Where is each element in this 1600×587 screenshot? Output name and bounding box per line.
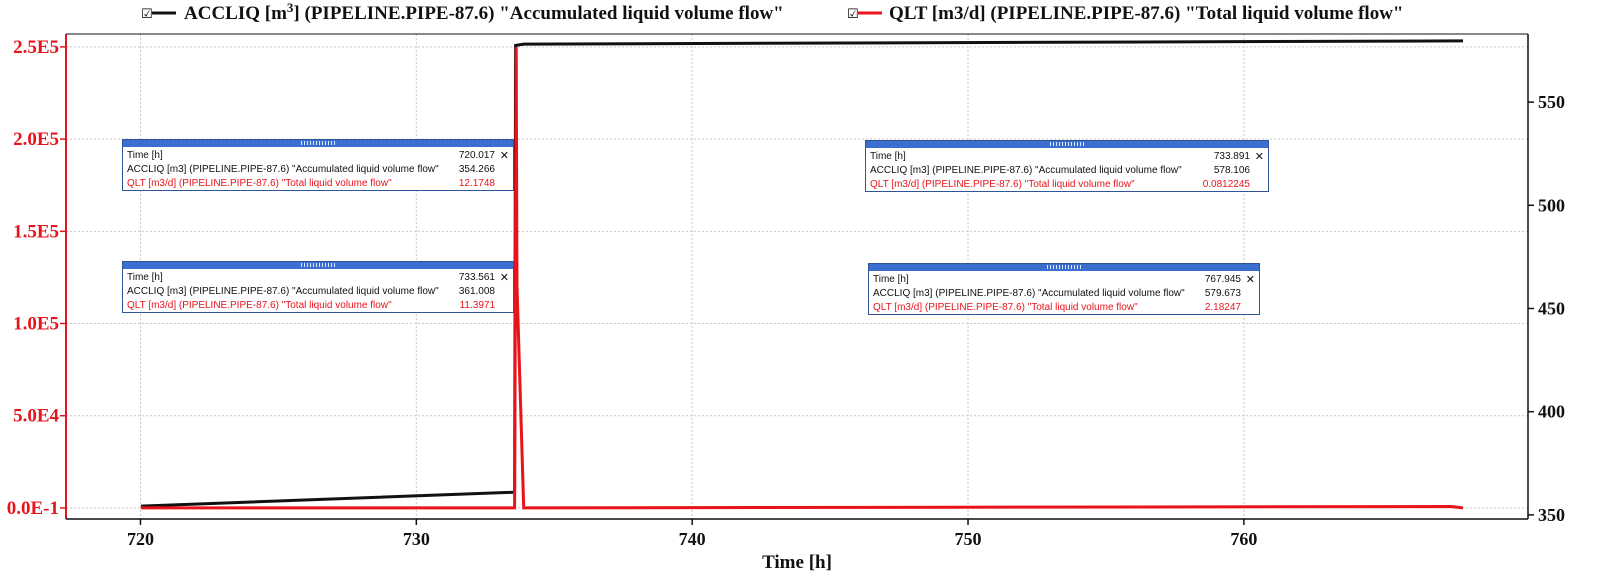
tooltip-time-value: 720.017 (458, 149, 495, 161)
tooltip-qlt-label: QLT [m3/d] (PIPELINE.PIPE-87.6) "Total l… (873, 301, 1138, 313)
right-tick-label: 500 (1538, 195, 1565, 215)
tooltip-time-value: 733.891 (1213, 150, 1250, 162)
close-icon[interactable]: ✕ (499, 149, 509, 162)
x-tick-label: 720 (127, 529, 154, 549)
tooltip-accliq-label: ACCLIQ [m3] (PIPELINE.PIPE-87.6) "Accumu… (873, 287, 1185, 299)
x-tick-label: 760 (1230, 529, 1257, 549)
tooltip-time-value: 767.945 (1204, 273, 1241, 285)
series (140, 39, 1464, 510)
legend-checkbox-icon[interactable]: ☑ (847, 7, 859, 22)
tooltip-drag-handle[interactable] (123, 262, 513, 269)
tooltip-accliq-label: ACCLIQ [m3] (PIPELINE.PIPE-87.6) "Accumu… (127, 285, 439, 297)
x-tick-label: 750 (955, 529, 982, 549)
tooltip-accliq-label: ACCLIQ [m3] (PIPELINE.PIPE-87.6) "Accumu… (127, 163, 439, 175)
tooltip-qlt-value: 11.3971 (459, 299, 495, 311)
tooltip-drag-handle[interactable] (869, 264, 1259, 271)
tooltip-drag-handle[interactable] (123, 140, 513, 147)
close-icon[interactable]: ✕ (1254, 150, 1264, 163)
tooltip-qlt-value: 2.18247 (1204, 301, 1241, 313)
tooltip-time-label: Time [h] (873, 273, 909, 285)
x-tick-label: 730 (403, 529, 430, 549)
right-tick-label: 550 (1538, 92, 1565, 112)
tooltip-accliq-value: 579.673 (1204, 287, 1241, 299)
right-tick-label: 400 (1538, 402, 1565, 422)
legend: ☑ ACCLIQ [m3] (PIPELINE.PIPE-87.6) "Accu… (141, 0, 1403, 24)
right-tick-label: 350 (1538, 505, 1565, 525)
tooltip-time-label: Time [h] (127, 149, 163, 161)
close-icon[interactable]: ✕ (499, 271, 509, 284)
data-tooltip[interactable]: Time [h] 720.017 ✕ ACCLIQ [m3] (PIPELINE.P… (122, 139, 514, 191)
tooltip-qlt-label: QLT [m3/d] (PIPELINE.PIPE-87.6) "Total l… (127, 299, 392, 311)
left-tick-label: 5.0E4 (13, 406, 59, 427)
left-tick-label: 0.0E-1 (7, 498, 59, 519)
data-tooltip[interactable]: Time [h] 767.945 ✕ ACCLIQ [m3] (PIPELINE.P… (868, 263, 1260, 315)
tooltip-qlt-value: 12.1748 (458, 177, 495, 189)
tooltip-qlt-value: 0.0812245 (1202, 178, 1250, 190)
legend-label-accliq: ACCLIQ [m3] (PIPELINE.PIPE-87.6) "Accumu… (184, 0, 784, 24)
tooltip-qlt-label: QLT [m3/d] (PIPELINE.PIPE-87.6) "Total l… (870, 178, 1135, 190)
close-icon[interactable]: ✕ (1245, 273, 1255, 286)
left-tick-label: 2.5E5 (13, 37, 59, 58)
right-tick-label: 450 (1538, 298, 1565, 318)
tooltip-drag-handle[interactable] (866, 141, 1268, 148)
left-tick-label: 2.0E5 (13, 129, 59, 150)
legend-label-qlt: QLT [m3/d] (PIPELINE.PIPE-87.6) "Total l… (889, 3, 1403, 24)
qlt-series-line (140, 46, 1464, 510)
grid (66, 34, 1528, 519)
tooltip-accliq-value: 354.266 (458, 163, 495, 175)
ticks: 720 730 740 750 760 0.0E-1 5.0E4 1.0E5 1.5E5 2.0E… (7, 37, 1565, 549)
data-tooltip[interactable]: Time [h] 733.561 ✕ ACCLIQ [m3] (PIPELINE.P… (122, 261, 514, 313)
tooltip-accliq-value: 578.106 (1213, 164, 1250, 176)
legend-checkbox-icon[interactable]: ☑ (141, 7, 153, 22)
legend-item-qlt[interactable]: ☑ QLT [m3/d] (PIPELINE.PIPE-87.6) "Total… (847, 3, 1403, 24)
x-axis-label: Time [h] (762, 552, 832, 573)
left-tick-label: 1.5E5 (13, 221, 59, 242)
legend-item-accliq[interactable]: ☑ ACCLIQ [m3] (PIPELINE.PIPE-87.6) "Accu… (141, 0, 784, 24)
tooltip-time-label: Time [h] (870, 150, 906, 162)
tooltip-time-value: 733.561 (458, 271, 495, 283)
left-tick-label: 1.0E5 (13, 314, 59, 335)
accliq-series-line (140, 39, 1464, 508)
data-tooltip[interactable]: Time [h] 733.891 ✕ ACCLIQ [m3] (PIPELINE.P… (865, 140, 1269, 192)
axes (65, 33, 1529, 520)
tooltip-accliq-label: ACCLIQ [m3] (PIPELINE.PIPE-87.6) "Accumu… (870, 164, 1182, 176)
x-tick-label: 740 (679, 529, 706, 549)
tooltip-qlt-label: QLT [m3/d] (PIPELINE.PIPE-87.6) "Total l… (127, 177, 392, 189)
tooltip-accliq-value: 361.008 (458, 285, 495, 297)
tooltip-time-label: Time [h] (127, 271, 163, 283)
